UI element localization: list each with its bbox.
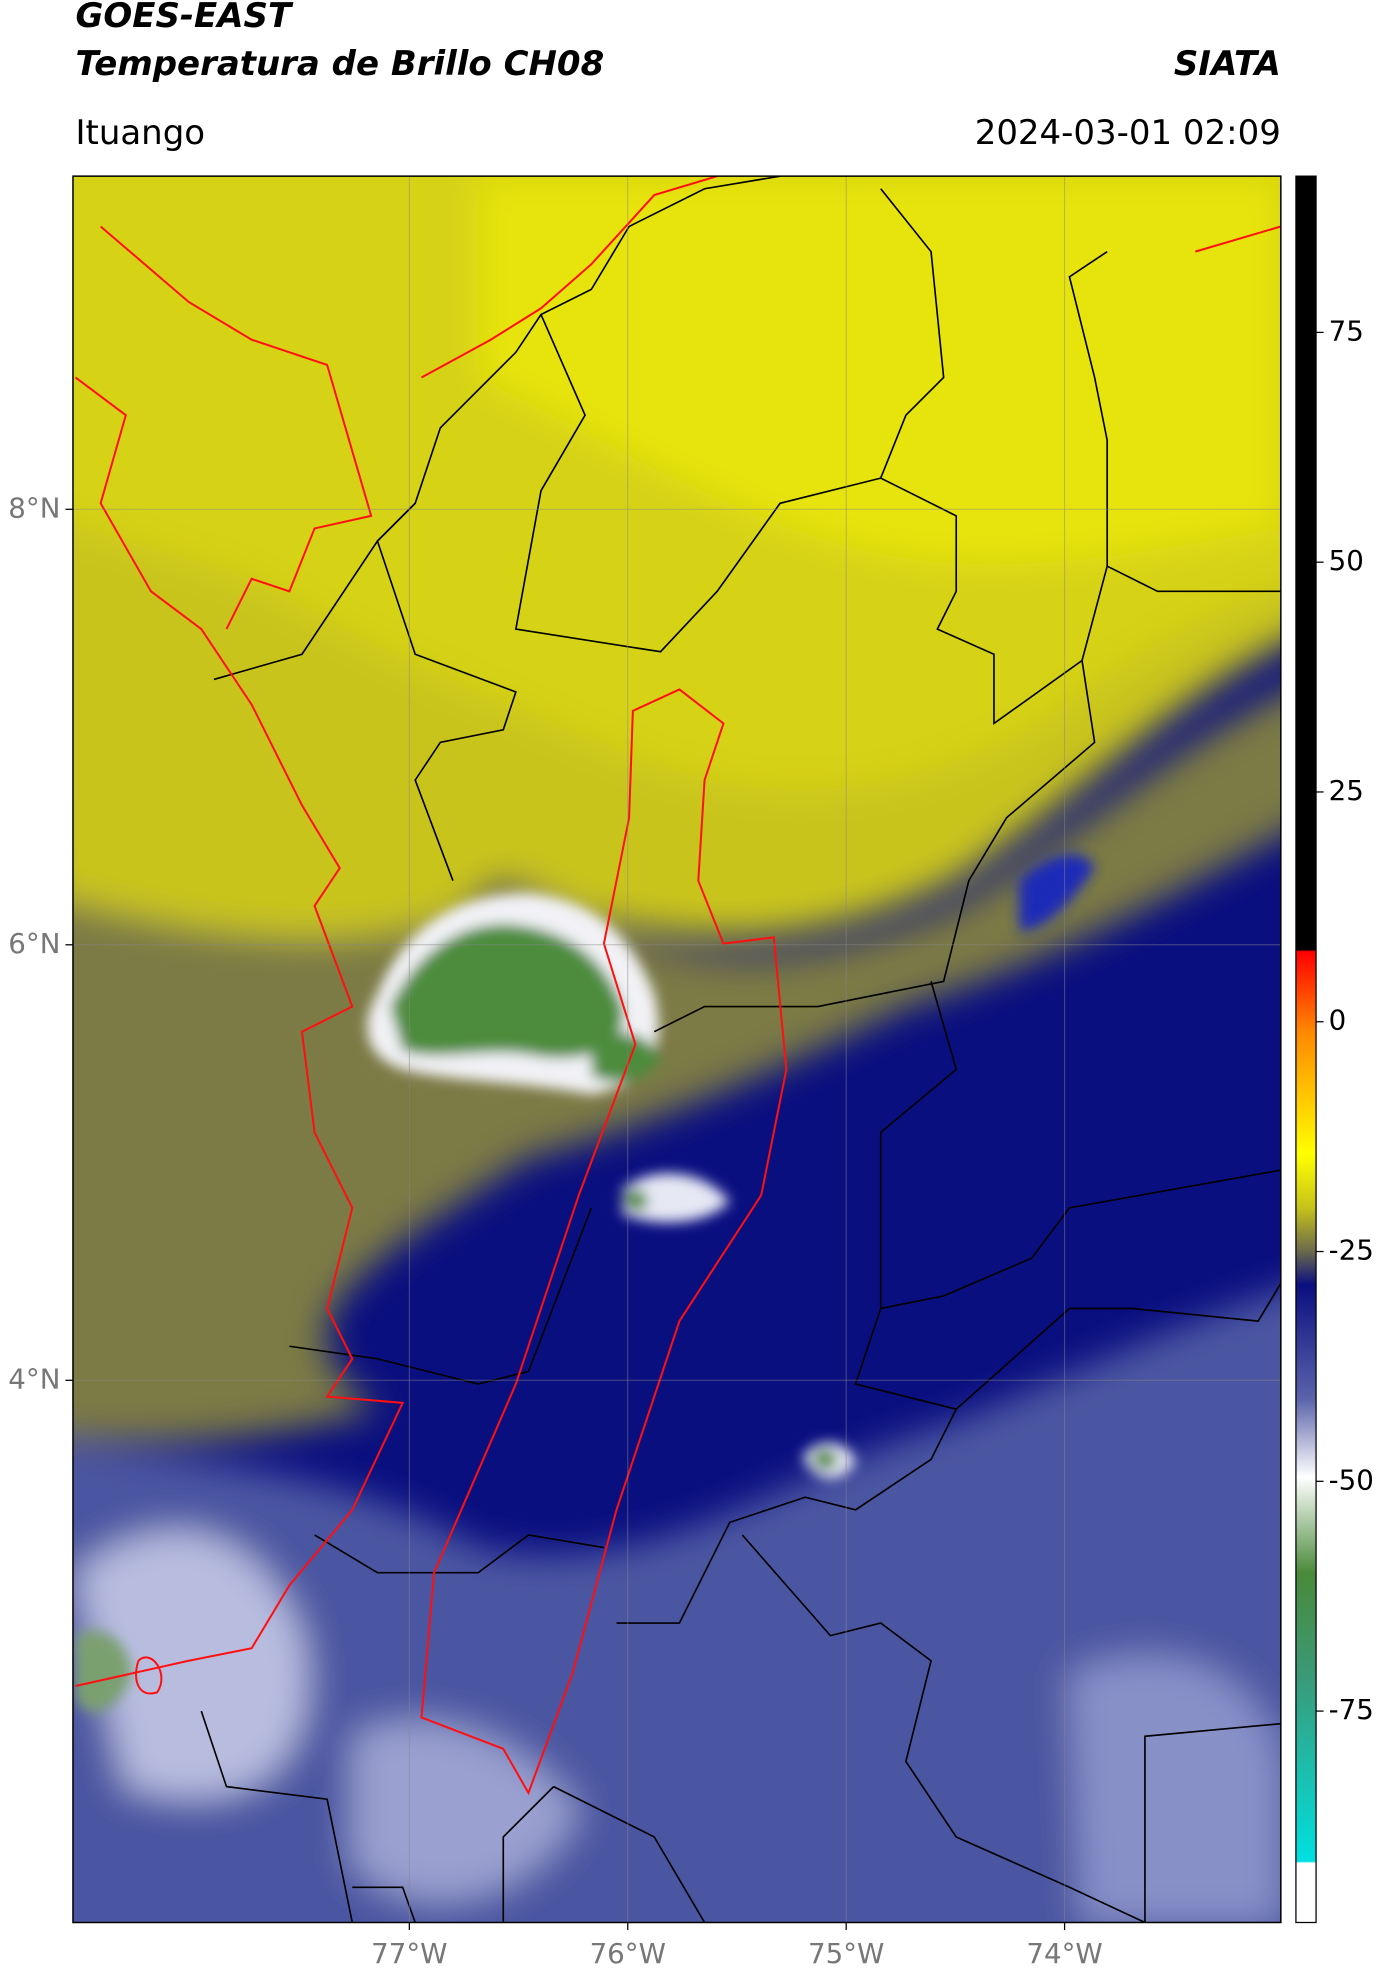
y-tick-label: 8°N xyxy=(8,491,60,524)
x-tick-label: 74°W xyxy=(1026,1937,1102,1970)
colorbar-tick-label: -50 xyxy=(1329,1463,1374,1496)
grid xyxy=(72,176,1281,1923)
colorbar-tick-label: 25 xyxy=(1329,774,1364,807)
colorbar-tick-label: -75 xyxy=(1329,1693,1374,1726)
title: GOES-EAST xyxy=(75,0,293,36)
colorbar-tick-label: -25 xyxy=(1329,1234,1374,1267)
brand: SIATA xyxy=(1174,44,1281,84)
y-tick-label: 6°N xyxy=(8,927,60,960)
map-frame xyxy=(72,175,1282,1924)
x-tick-label: 75°W xyxy=(808,1937,884,1970)
x-tick-label: 77°W xyxy=(371,1937,447,1970)
satellite-map xyxy=(72,176,1281,1923)
x-tick-label: 76°W xyxy=(590,1937,666,1970)
datetime: 2024-03-01 02:09 xyxy=(975,113,1281,153)
colorbar-tick-label: 75 xyxy=(1329,314,1364,347)
location: Ituango xyxy=(75,113,205,153)
colorbar xyxy=(1295,175,1317,1924)
ticks: 77°W 76°W 75°W 74°W 8°N 6°N 4°N 75 50 25 0 -25 -50 -7… xyxy=(8,314,1374,1970)
y-tick-label: 4°N xyxy=(8,1362,60,1395)
colorbar-tick-label: 0 xyxy=(1329,1004,1347,1037)
subtitle: Temperatura de Brillo CH08 xyxy=(75,44,604,84)
colorbar-tick-label: 50 xyxy=(1329,544,1364,577)
